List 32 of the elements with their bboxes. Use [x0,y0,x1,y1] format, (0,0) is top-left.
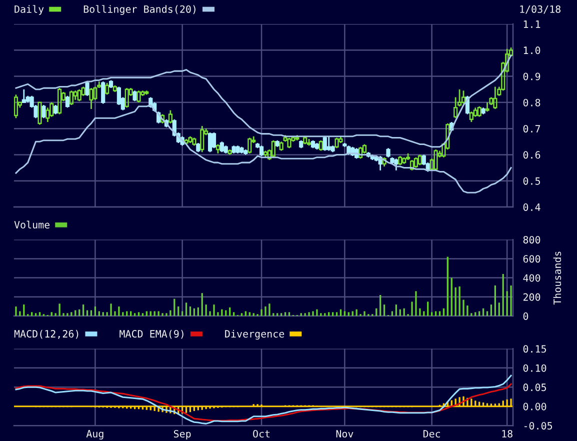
x-tick-label: 18 [502,430,512,438]
legend-label: Bollinger Bands(20) [84,5,196,15]
x-tick-label: Aug [86,430,104,440]
y-tick-label: 1.1 [524,20,540,28]
y-tick-label: 0.7 [523,124,540,133]
y-tick-label: 200 [523,293,540,301]
legend-label: Daily [14,5,44,15]
legend-label: Divergence [225,330,284,340]
legend-label: MACD EMA(9) [120,330,184,339]
x-tick-label: Oct [253,430,270,438]
y-tick-label: 0.9 [523,72,540,80]
legend-label: Volume [14,220,50,229]
y-tick-label: 1.0 [524,46,540,54]
y-axis-title: Thousands [553,252,562,305]
x-tick-label: Dec [423,430,440,438]
y-tick-label: 0.10 [523,364,546,372]
y-tick-label: -0.05 [524,422,552,430]
x-tick-label: Nov [336,430,354,438]
y-tick-label: 400 [523,274,540,282]
y-tick-label: 0 [523,312,528,320]
y-tick-label: 0.8 [523,98,540,106]
y-tick-label: 600 [523,255,540,263]
y-tick-label: 0.5 [523,177,540,185]
text: 1/03/18 [520,5,560,14]
y-tick-label: 0.05 [523,384,546,392]
y-tick-label: 0.4 [523,203,540,211]
legend-label: MACD(12,26) [14,330,78,339]
y-tick-label: 0.00 [523,402,546,410]
y-tick-label: 800 [523,236,540,244]
x-tick-label: Sep [174,430,191,440]
y-tick-label: 0.15 [523,345,546,353]
y-tick-label: 0.6 [523,151,540,159]
